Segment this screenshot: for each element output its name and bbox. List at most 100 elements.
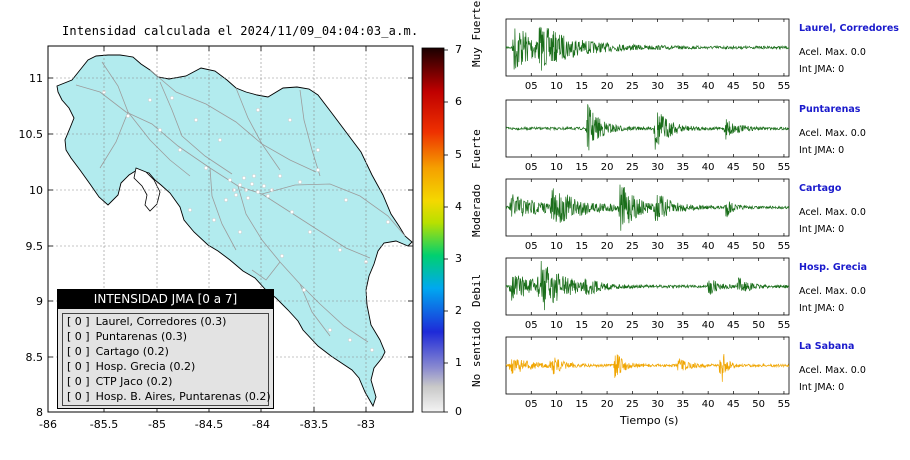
map-x-tick-label: -85 <box>148 418 166 431</box>
legend-list: [ 0 ] Laurel, Corredores (0.3) [ 0 ] Puntar… <box>62 313 271 406</box>
station-dot <box>228 178 232 182</box>
time-tick-label: 45 <box>727 241 740 252</box>
time-tick-label: 10 <box>550 162 563 173</box>
station-dot <box>290 210 294 214</box>
map-y-tick-label: 10.5 <box>19 128 44 141</box>
time-tick-label: 05 <box>525 399 538 410</box>
legend-station: Puntarenas (0.3) <box>95 330 188 343</box>
station-dot <box>126 114 130 118</box>
map-y-tick-label: 9.5 <box>26 240 44 253</box>
time-tick-label: 55 <box>778 241 791 252</box>
time-tick-label: 55 <box>778 81 791 92</box>
station-acel-max: Acel. Max. 0.0 <box>799 207 866 218</box>
legend-row: [ 0 ] Cartago (0.2) <box>63 344 268 359</box>
waveform-trace <box>505 26 790 71</box>
legend-level: [ 0 ] <box>67 375 90 388</box>
map-y-tick-label: 11 <box>29 72 43 85</box>
time-tick-label: 50 <box>752 81 765 92</box>
scale-number: 0 <box>455 405 462 418</box>
legend-row: [ 0 ] Puntarenas (0.3) <box>63 329 268 344</box>
station-dot <box>266 194 270 198</box>
time-tick-label: 30 <box>651 162 664 173</box>
map-x-tick-label: -84.5 <box>195 418 223 431</box>
station-name: La Sabana <box>799 341 855 352</box>
station-dot <box>238 230 242 234</box>
station-dot <box>238 183 242 187</box>
station-int-jma: Int JMA: 0 <box>799 64 845 75</box>
station-dot <box>288 118 292 122</box>
time-tick-label: 35 <box>677 241 690 252</box>
station-dot <box>316 168 320 172</box>
scale-number: 2 <box>455 304 462 317</box>
station-dot <box>212 218 216 222</box>
legend-level: [ 0 ] <box>67 315 90 328</box>
time-tick-label: 05 <box>525 241 538 252</box>
waveform-panel: 05 10 15 20 25 30 35 40 45 50 55 <box>505 18 791 92</box>
time-tick-label: 05 <box>525 162 538 173</box>
station-dot <box>218 138 222 142</box>
station-dot <box>178 148 182 152</box>
waveform-trace <box>505 260 790 311</box>
station-dot <box>148 98 152 102</box>
legend-station: CTP Jaco (0.2) <box>95 375 173 388</box>
station-dot <box>280 254 284 258</box>
station-dot <box>234 193 238 197</box>
station-acel-max: Acel. Max. 0.0 <box>799 47 866 58</box>
map-axis-ticks: -86 -85.5 -85 -84.5 -84 -83.5 -83 11 10.5 10 9.5 9 8… <box>19 46 413 431</box>
time-tick-label: 20 <box>601 162 614 173</box>
waveform-trace <box>505 353 790 382</box>
time-tick-label: 55 <box>778 320 791 331</box>
map-x-tick-label: -83 <box>357 418 375 431</box>
time-tick-label: 25 <box>626 162 639 173</box>
color-scale-bar <box>421 47 445 413</box>
time-tick-label: 20 <box>601 320 614 331</box>
station-dot <box>338 248 342 252</box>
station-dot <box>256 108 260 112</box>
legend-station: Laurel, Corredores (0.3) <box>95 315 227 328</box>
costa-rica-landmass <box>56 54 413 408</box>
time-tick-label: 20 <box>601 241 614 252</box>
time-axis-label: Tiempo (s) <box>620 414 679 427</box>
time-tick-label: 40 <box>702 399 715 410</box>
station-dot <box>204 166 208 170</box>
time-tick-label: 35 <box>677 81 690 92</box>
time-tick-label: 05 <box>525 320 538 331</box>
time-tick-label: 30 <box>651 241 664 252</box>
time-tick-label: 30 <box>651 81 664 92</box>
time-tick-label: 40 <box>702 81 715 92</box>
station-dot <box>262 184 266 188</box>
time-tick-label: 50 <box>752 162 765 173</box>
time-tick-label: 50 <box>752 399 765 410</box>
time-tick-label: 20 <box>601 399 614 410</box>
time-tick-label: 25 <box>626 399 639 410</box>
station-dot <box>278 174 282 178</box>
station-int-jma: Int JMA: 0 <box>799 145 845 156</box>
station-dot <box>348 338 352 342</box>
scale-number: 6 <box>455 95 462 108</box>
legend-row: [ 0 ] CTP Jaco (0.2) <box>63 374 268 389</box>
scale-number: 3 <box>455 252 462 265</box>
time-tick-label: 25 <box>626 81 639 92</box>
time-tick-label: 50 <box>752 241 765 252</box>
station-int-jma: Int JMA: 0 <box>799 382 845 393</box>
time-tick-label: 10 <box>550 241 563 252</box>
waveform-panel: 05 10 15 20 25 30 35 40 45 50 55 <box>505 336 790 410</box>
time-tick-label: 05 <box>525 81 538 92</box>
legend-level: [ 0 ] <box>67 330 90 343</box>
scale-number: 7 <box>455 43 462 56</box>
station-dot <box>224 198 228 202</box>
waveform-panel: 05 10 15 20 25 30 35 40 45 50 55 <box>505 178 791 252</box>
station-dot <box>170 96 174 100</box>
time-tick-label: 40 <box>702 162 715 173</box>
road-network <box>75 61 406 343</box>
station-acel-max: Acel. Max. 0.0 <box>799 286 866 297</box>
legend-station: Cartago (0.2) <box>95 345 169 358</box>
waveform-panel: 05 10 15 20 25 30 35 40 45 50 55 <box>505 257 791 331</box>
station-dot <box>158 128 162 132</box>
waveform-trace <box>505 104 790 151</box>
legend-row: [ 0 ] Hosp. B. Aires, Puntarenas (0.2) <box>63 389 271 404</box>
time-tick-label: 15 <box>575 320 588 331</box>
